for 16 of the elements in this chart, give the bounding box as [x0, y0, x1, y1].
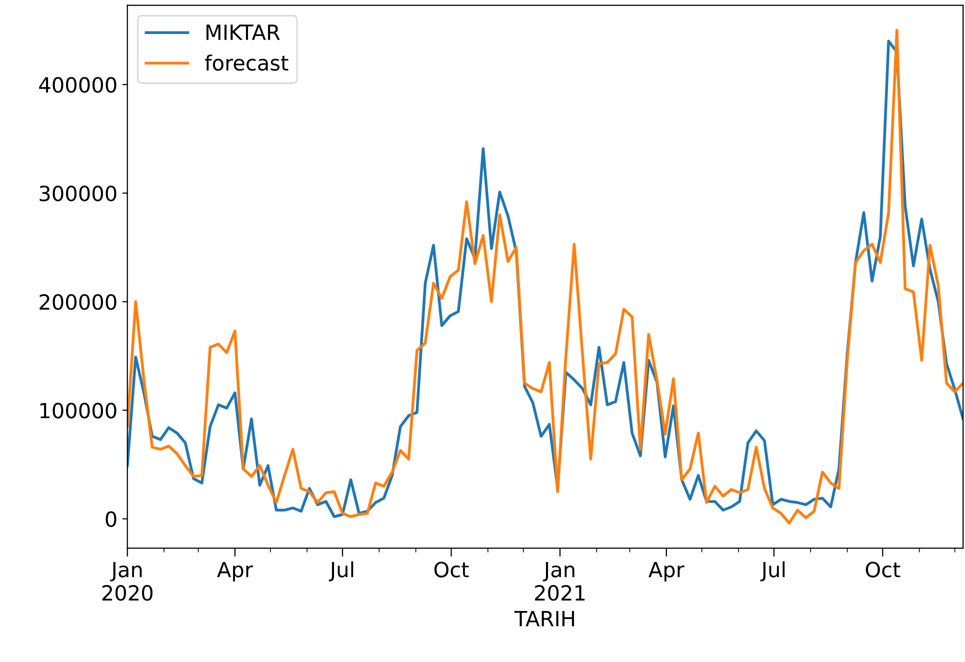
- legend-label: MIKTAR: [206, 24, 280, 40]
- x-tick-label: Apr: [217, 562, 253, 582]
- y-tick-label: 100000: [40, 402, 116, 418]
- x-tick-label: Jan 2020: [102, 562, 153, 601]
- x-axis-title: TARIH: [514, 611, 574, 626]
- x-tick-label: Oct: [866, 562, 900, 578]
- x-tick-label: Apr: [648, 562, 684, 582]
- y-tick-label: 200000: [40, 294, 116, 310]
- y-tick-label: 400000: [39, 77, 116, 93]
- x-tick-label: Jul: [760, 561, 785, 582]
- y-tick-label: 0: [106, 511, 116, 528]
- legend-label: forecast: [204, 54, 288, 71]
- y-tick-label: 300000: [40, 186, 116, 202]
- x-tick-label: Jul: [328, 561, 354, 582]
- x-tick-label: Oct: [434, 562, 469, 578]
- x-tick-label: Jan 2021: [535, 562, 585, 601]
